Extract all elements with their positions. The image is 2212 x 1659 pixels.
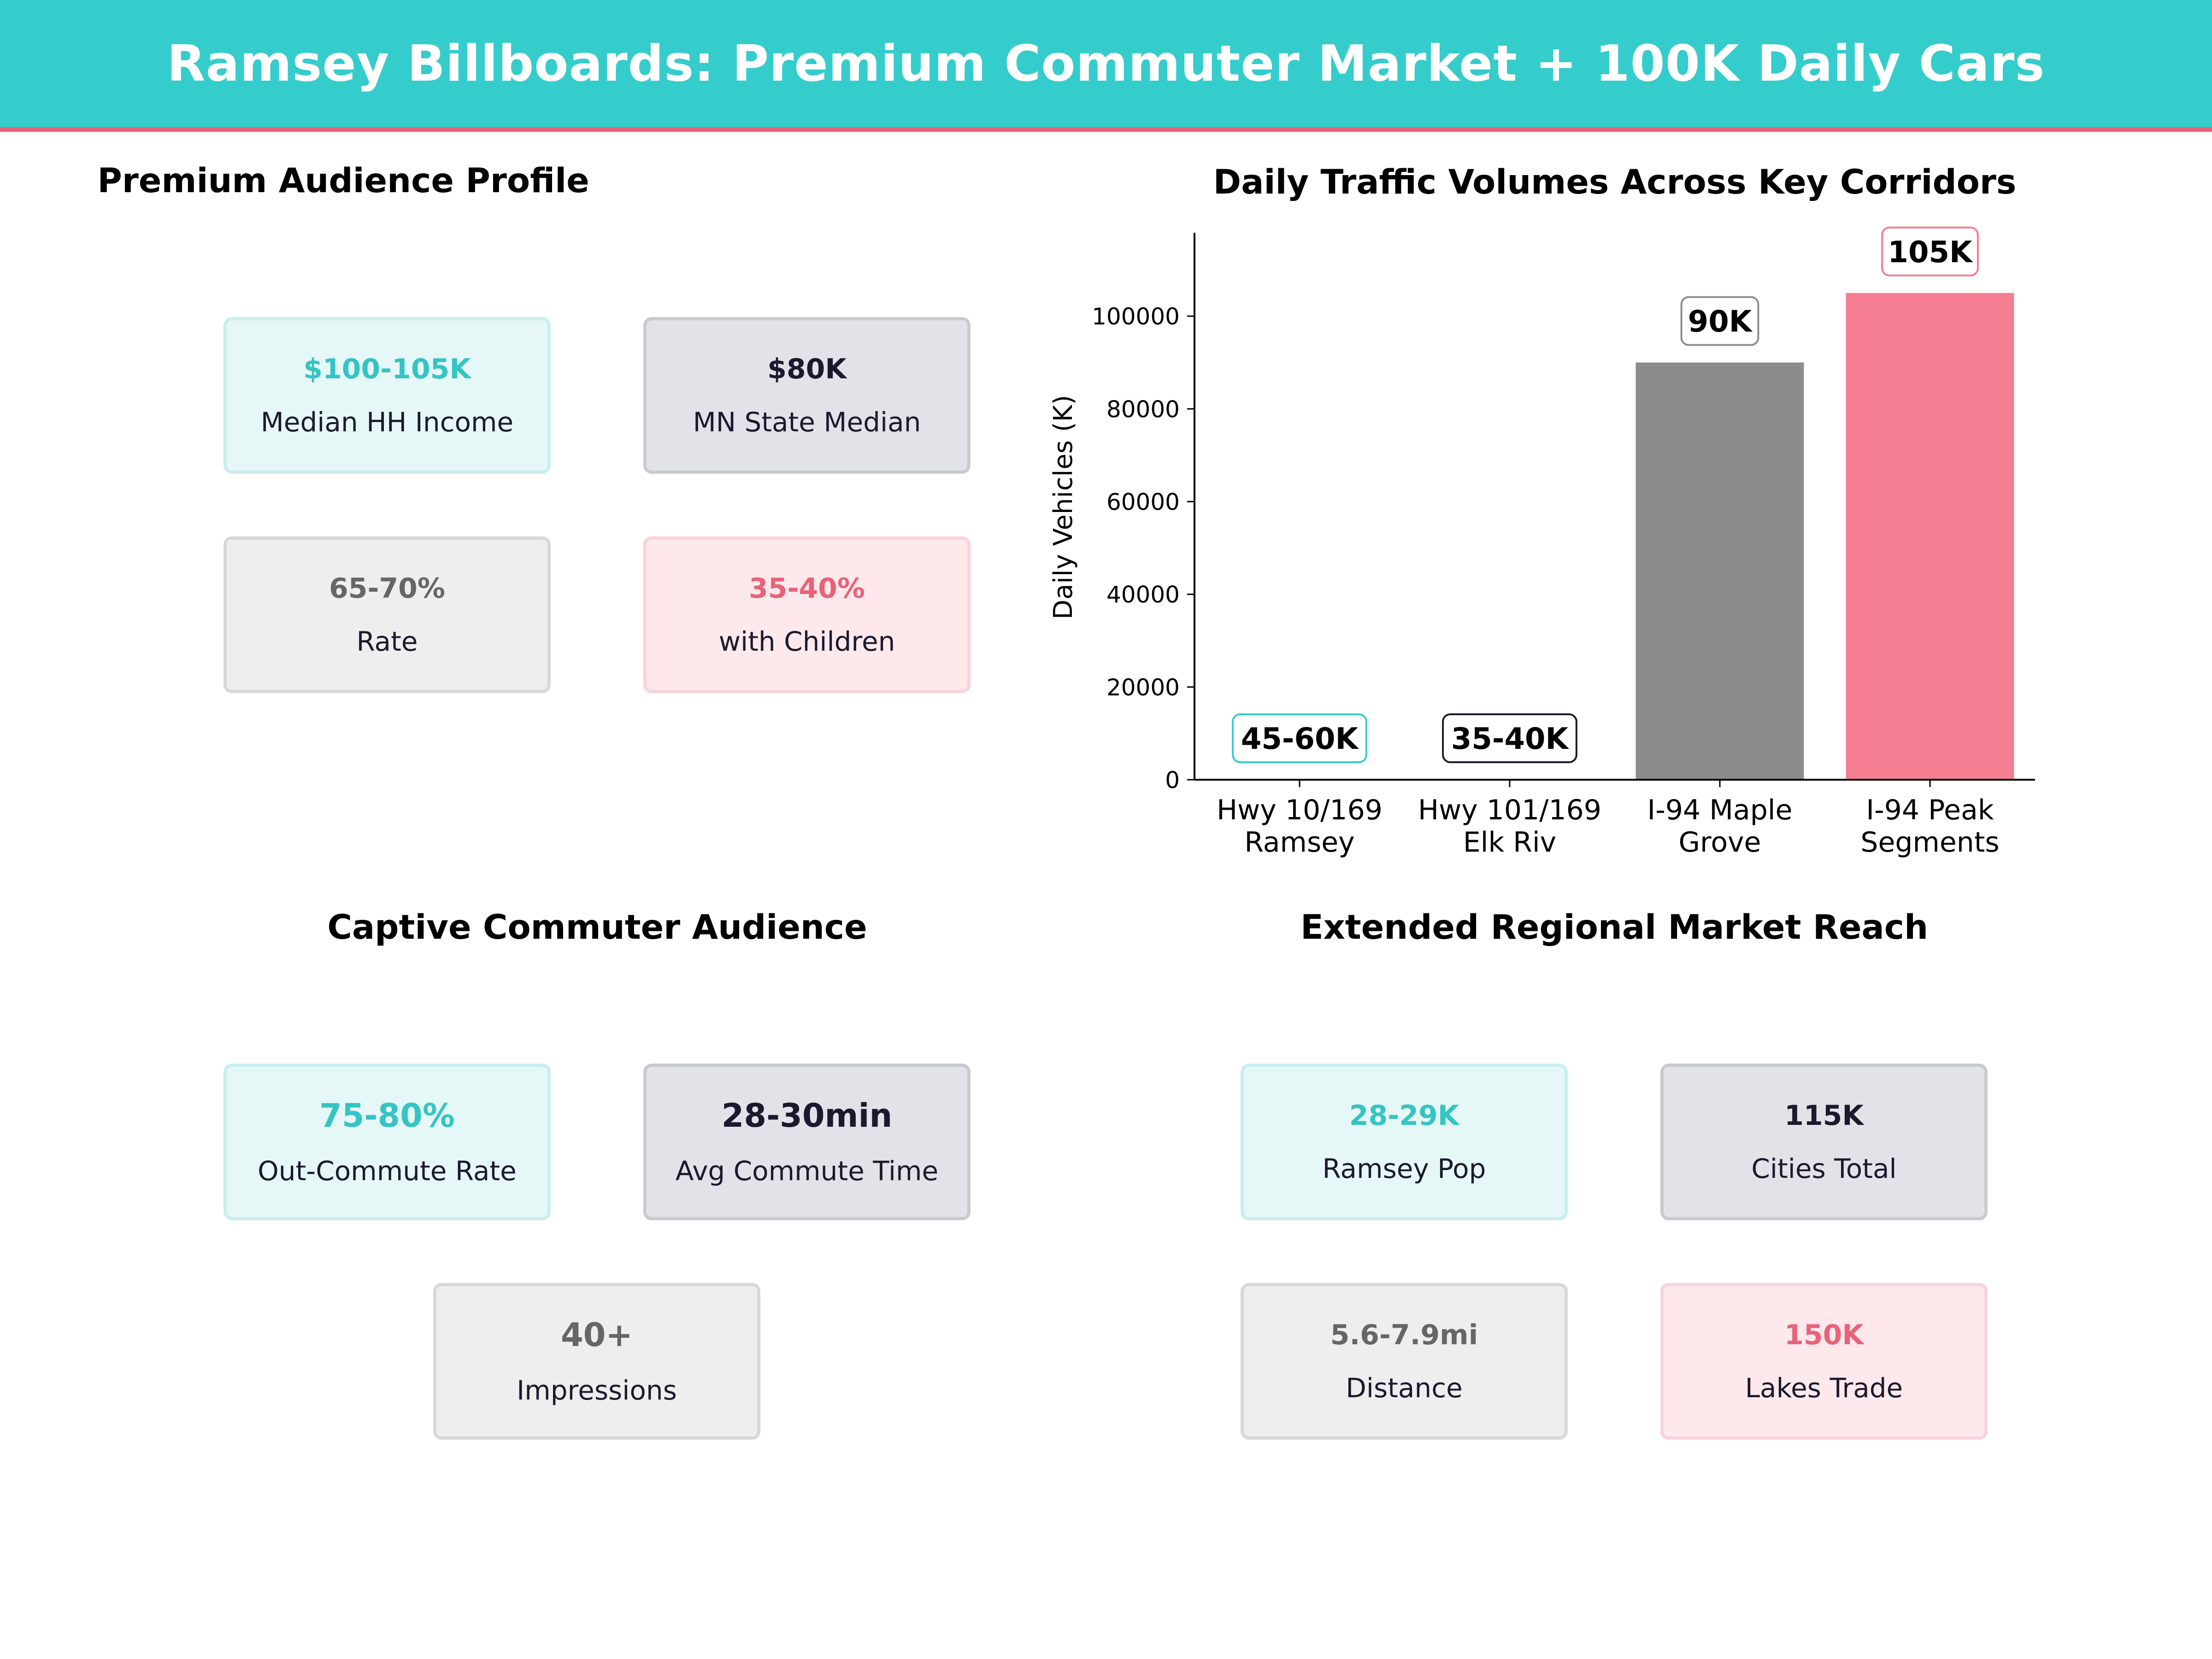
data-label: 105K (1888, 235, 1973, 270)
card-label: Out-Commute Rate (258, 1155, 517, 1187)
cities-total-card: 115K Cities Total (1660, 1064, 1988, 1220)
card-label: MN State Median (693, 406, 921, 438)
chart-title: Daily Traffic Volumes Across Key Corrido… (1213, 163, 2017, 202)
commuter-audience-title: Captive Commuter Audience (327, 908, 867, 947)
card-value: $80K (767, 353, 847, 385)
bar (1635, 362, 1804, 780)
header-banner: Ramsey Billboards: Premium Commuter Mark… (0, 0, 2212, 132)
x-tick-label: Grove (1679, 826, 1761, 859)
x-tick-label: Ramsey (1244, 826, 1354, 859)
page-title: Ramsey Billboards: Premium Commuter Mark… (167, 35, 2045, 93)
card-value: 40+ (560, 1316, 633, 1354)
card-label: Lakes Trade (1745, 1372, 1903, 1404)
card-value: 28-29K (1349, 1100, 1459, 1132)
out-commute-card: 75-80% Out-Commute Rate (224, 1064, 551, 1220)
card-value: 65-70% (329, 572, 445, 605)
card-value: 28-30min (721, 1097, 893, 1135)
data-label: 35-40K (1451, 722, 1570, 756)
x-tick-label: I-94 Maple (1647, 794, 1793, 826)
value-label-box (1680, 296, 1759, 346)
y-tick-label: 100000 (1092, 303, 1180, 330)
data-label: 90K (1688, 305, 1753, 339)
y-tick-label: 80000 (1106, 396, 1180, 423)
distance-card: 5.6-7.9mi Distance (1241, 1283, 1568, 1440)
ramsey-pop-card: 28-29K Ramsey Pop (1241, 1064, 1568, 1220)
bar (1846, 293, 2014, 780)
card-label: Cities Total (1751, 1153, 1897, 1184)
state-median-card: $80K MN State Median (643, 317, 971, 474)
card-value: 5.6-7.9mi (1330, 1319, 1478, 1351)
x-tick-label: Elk Riv (1463, 826, 1556, 859)
y-tick-label: 0 (1165, 767, 1180, 794)
x-tick-label: Segments (1860, 826, 1999, 859)
market-reach-title: Extended Regional Market Reach (1300, 908, 1929, 947)
card-value: 35-40% (748, 572, 865, 605)
data-label: 45-60K (1241, 722, 1359, 756)
y-tick-label: 40000 (1106, 582, 1180, 608)
rate-card: 65-70% Rate (224, 536, 551, 693)
y-axis-label: Daily Vehicles (K) (1048, 395, 1078, 619)
value-label-box (1232, 713, 1367, 763)
card-label: Ramsey Pop (1322, 1153, 1486, 1184)
card-label: Distance (1346, 1372, 1463, 1404)
audience-profile-title: Premium Audience Profile (97, 161, 589, 200)
card-value: 115K (1784, 1100, 1864, 1132)
card-value: 150K (1784, 1319, 1864, 1351)
x-tick-label: Hwy 10/169 (1217, 794, 1382, 826)
card-value: $100-105K (303, 353, 471, 385)
lakes-trade-card: 150K Lakes Trade (1660, 1283, 1988, 1440)
y-tick-label: 60000 (1106, 488, 1180, 515)
value-label-box (1881, 226, 1979, 276)
card-label: Median HH Income (260, 406, 514, 438)
x-tick-label: Hwy 101/169 (1418, 794, 1601, 826)
card-value: 75-80% (319, 1097, 455, 1135)
card-label: Impressions (517, 1375, 677, 1406)
card-label: Rate (356, 626, 418, 657)
median-income-card: $100-105K Median HH Income (224, 317, 551, 474)
value-label-box (1442, 713, 1577, 763)
x-tick-label: I-94 Peak (1866, 794, 1994, 826)
card-label: Avg Commute Time (675, 1155, 939, 1187)
commute-time-card: 28-30min Avg Commute Time (643, 1064, 971, 1220)
impressions-card: 40+ Impressions (433, 1283, 760, 1440)
card-label: with Children (718, 626, 895, 657)
y-tick-label: 20000 (1106, 674, 1180, 701)
children-card: 35-40% with Children (643, 536, 971, 693)
